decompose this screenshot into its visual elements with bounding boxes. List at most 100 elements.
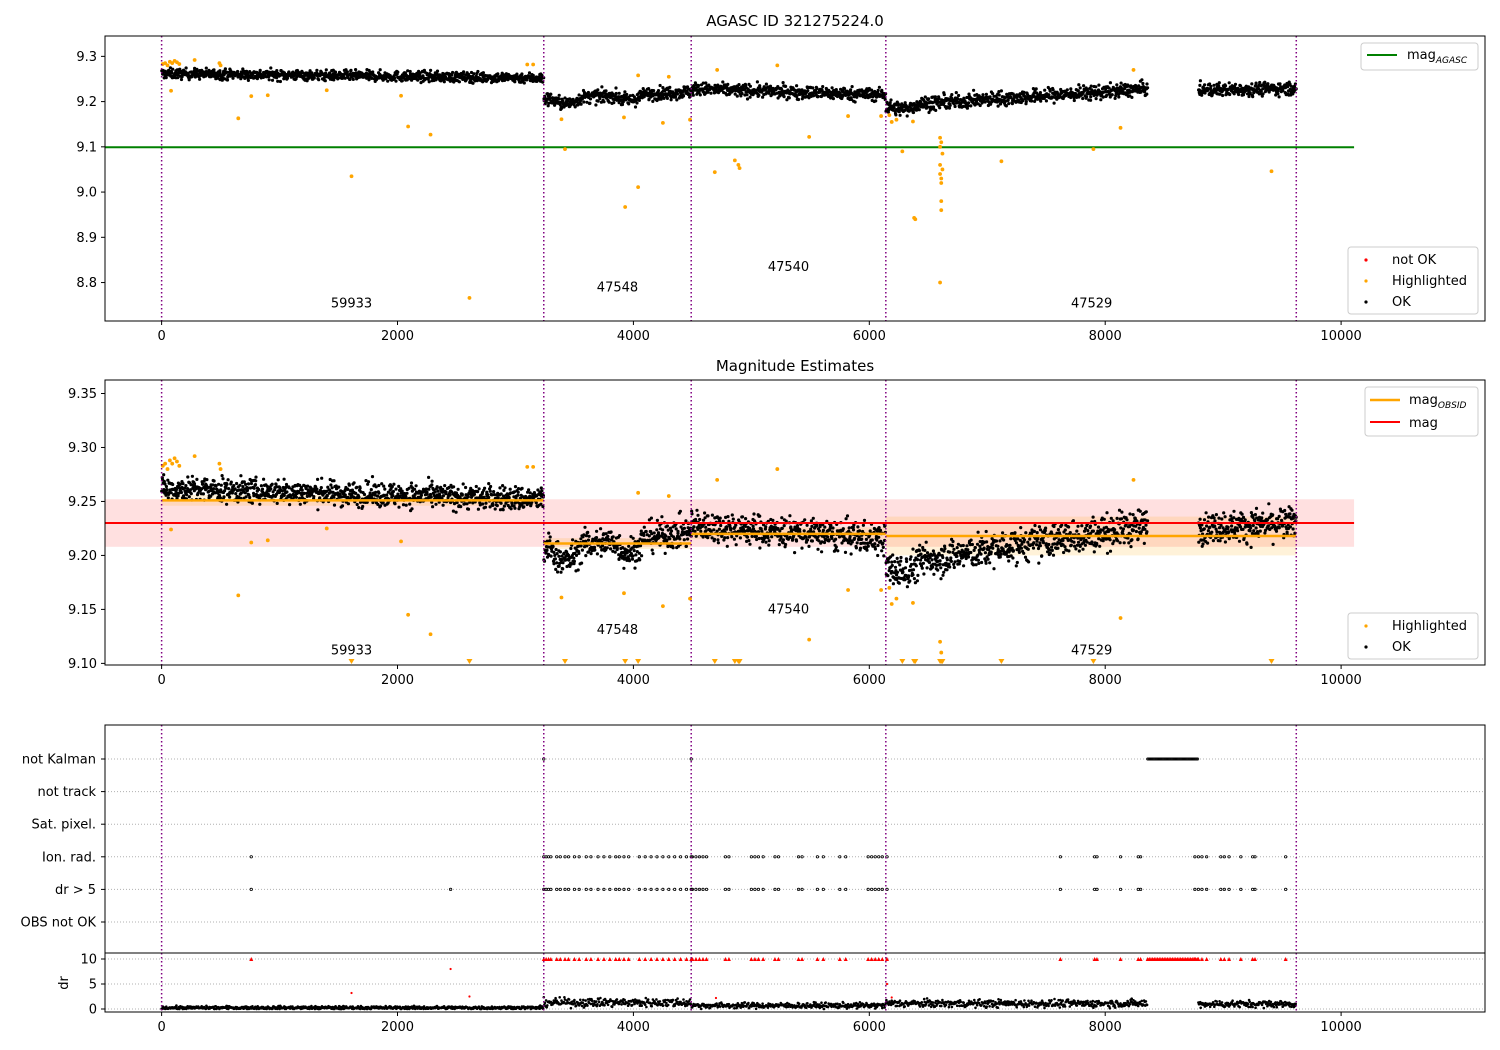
ok-point [893,560,897,564]
ok-point [190,474,194,478]
ok-point [895,556,899,561]
highlighted-point [249,94,254,99]
ok-point [573,105,577,109]
ok-point [239,474,243,478]
ok-point [1198,83,1202,87]
ok-point [416,78,420,82]
ok-point [491,503,495,507]
highlighted-point [737,166,742,170]
ok-point [600,85,604,89]
ok-point [329,483,333,487]
ok-point [391,489,395,494]
ok-point [547,101,551,105]
ok-point [163,69,167,73]
ok-point [443,484,447,488]
highlighted-point [177,62,182,66]
ok-point [664,534,668,538]
ok-point [795,95,799,99]
highlighted-point [911,119,915,124]
ok-point [777,543,781,547]
legend-label-mag-agasc-sub: AGASC [1435,56,1468,66]
panel-agasc-title: AGASC ID 321275224.0 [706,12,884,30]
ok-point [757,93,761,97]
ok-point [909,555,913,559]
ok-point [1221,93,1225,98]
ok-point [492,490,496,494]
ok-point [991,92,995,96]
ok-point [851,528,856,532]
ok-point [631,554,635,558]
highlighted-point [846,114,850,118]
ok-point [595,552,600,556]
ok-point [890,560,894,564]
x-tick-label: 2000 [381,329,414,344]
ok-point [362,492,367,497]
highlighted-point [349,174,354,179]
ok-point [184,66,188,70]
ok-point [1198,79,1202,83]
ok-point [886,574,890,578]
ok-point [891,553,895,557]
ok-point [880,88,884,92]
ok-point [484,501,488,505]
ok-point [881,545,885,550]
ok-point [340,504,345,508]
ok-point [614,86,618,90]
ok-point [352,481,356,485]
ok-point [430,479,434,483]
ok-point [864,537,869,542]
ok-point [927,97,931,101]
ok-point [198,77,202,81]
ok-point [954,91,958,95]
ok-point [187,495,191,499]
ok-point [212,68,216,72]
ok-point [1010,102,1015,106]
ok-point [584,534,589,538]
ok-point [474,484,478,489]
ok-point [634,553,638,557]
ok-point [493,507,497,511]
ok-point [760,529,764,533]
ok-point [241,485,245,489]
ok-point [843,550,848,555]
ok-point [374,490,378,494]
ok-point [404,503,408,507]
ok-point [527,71,532,75]
ok-point [246,482,251,486]
ok-point [398,494,402,498]
ok-point [481,502,485,506]
ok-point [187,78,191,82]
ok-point [315,487,319,491]
ok-point [1048,89,1052,93]
ok-point [638,558,642,562]
ok-point [382,484,386,488]
ok-point [788,514,792,518]
ok-point [651,552,655,556]
ok-point [225,78,230,82]
ok-point [755,80,760,84]
ok-point [464,485,468,490]
ok-point [877,526,881,530]
ok-point [692,525,696,529]
ok-point [312,495,316,499]
ok-point [386,79,390,83]
ok-point [489,484,493,489]
ok-point [862,518,867,523]
ok-point [450,73,454,77]
ok-point [811,86,815,90]
highlighted-point [531,62,536,67]
highlighted-point [887,113,892,118]
ok-point [655,98,659,103]
obsid-label: 59933 [331,644,372,659]
ok-point [337,485,341,489]
ok-point [498,486,502,490]
ok-point [316,477,320,481]
ok-point [579,102,583,106]
ok-point [162,473,166,477]
ok-point [665,524,670,528]
ok-point [721,80,725,84]
ok-point [270,78,275,82]
ok-point [582,100,586,104]
ok-point [740,515,745,519]
ok-point [269,487,273,491]
